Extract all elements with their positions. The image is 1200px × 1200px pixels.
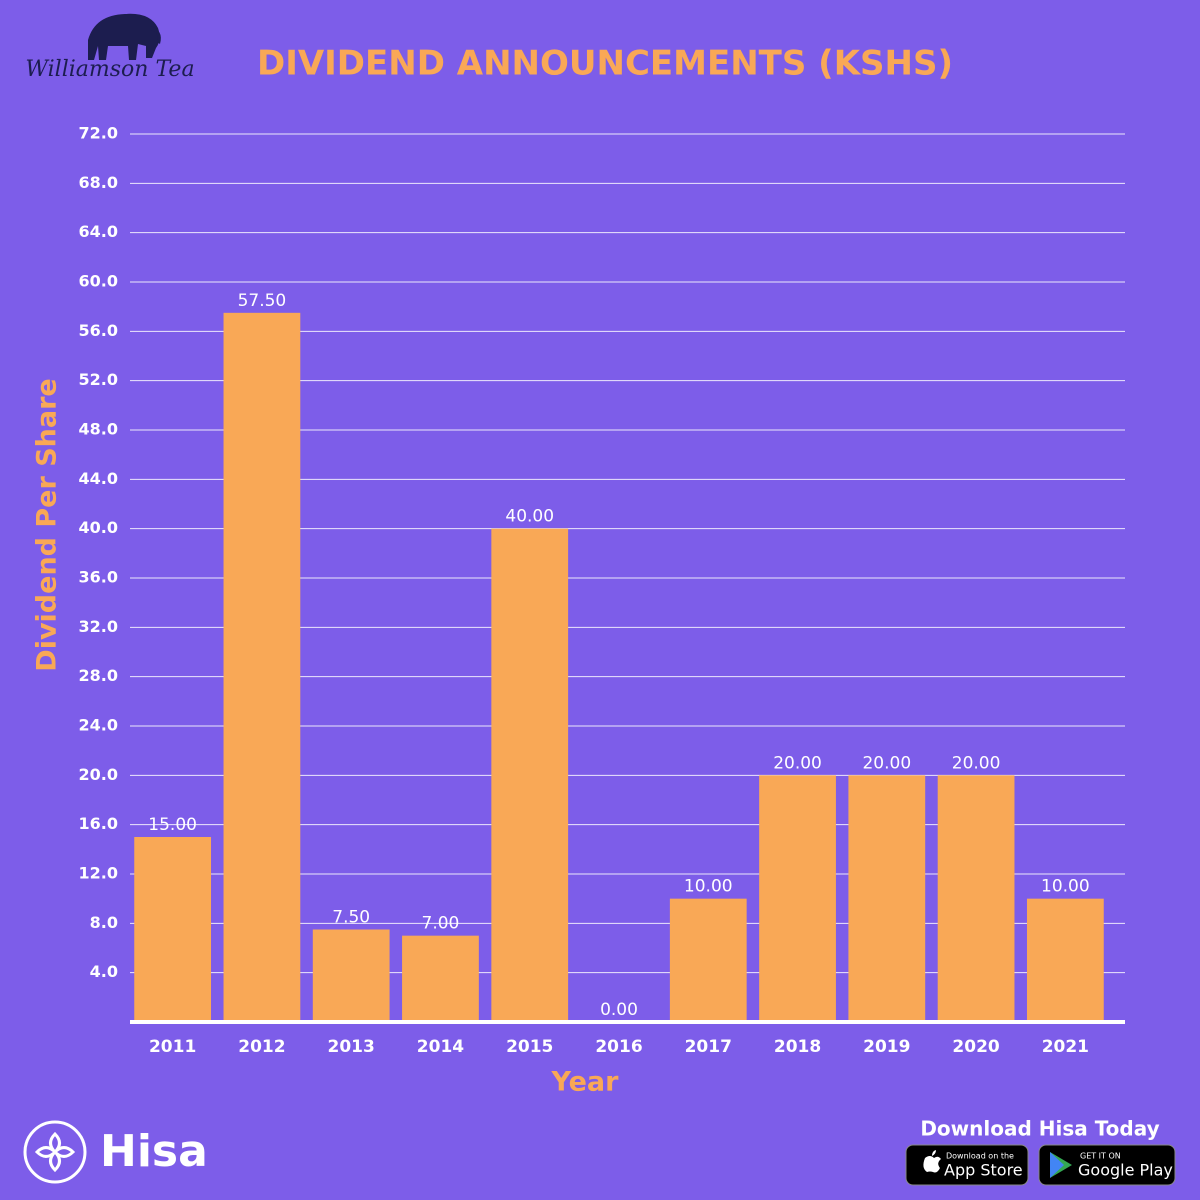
bar — [312, 929, 390, 1022]
x-tick-label: 2012 — [238, 1037, 285, 1057]
value-label: 10.00 — [1041, 877, 1090, 897]
value-label: 40.00 — [505, 507, 554, 527]
bar — [223, 312, 301, 1022]
y-tick-label: 68.0 — [79, 173, 118, 192]
value-label: 15.00 — [148, 815, 197, 835]
y-tick-label: 16.0 — [79, 814, 118, 833]
y-tick-label: 24.0 — [79, 716, 118, 735]
y-tick-label: 40.0 — [79, 518, 118, 537]
x-tick-label: 2021 — [1042, 1037, 1089, 1057]
apple-icon — [923, 1150, 941, 1173]
google-small: GET IT ON — [1080, 1152, 1121, 1161]
brand-logo — [23, 1120, 87, 1184]
y-tick-label: 48.0 — [79, 420, 118, 439]
app-store-small: Download on the — [946, 1152, 1014, 1161]
x-tick-label: 2018 — [774, 1037, 821, 1057]
plot-area: 4.0 8.0 12.0 16.0 20.0 24.0 28.0 32.0 36.0 40.0 44… — [79, 124, 1125, 1057]
y-tick-label: 64.0 — [79, 222, 118, 241]
x-tick-label: 2016 — [595, 1037, 642, 1057]
y-tick-label: 56.0 — [79, 321, 118, 340]
y-tick-label: 20.0 — [79, 765, 118, 784]
y-tick-label: 60.0 — [79, 272, 118, 291]
x-tick-label: 2019 — [863, 1037, 910, 1057]
bar — [848, 775, 926, 1022]
value-label: 20.00 — [952, 753, 1001, 773]
value-label: 57.50 — [238, 291, 287, 311]
bar — [759, 775, 836, 1022]
x-tick-label: 2014 — [417, 1037, 464, 1057]
company-logo — [88, 13, 161, 60]
brand-name: Hisa — [100, 1126, 208, 1177]
value-label: 7.50 — [332, 908, 370, 928]
y-axis-label: Dividend Per Share — [32, 378, 63, 671]
value-label: 7.00 — [422, 914, 460, 934]
x-axis-label: Year — [551, 1067, 620, 1098]
y-tick-label: 28.0 — [79, 666, 118, 685]
x-tick-label: 2020 — [952, 1037, 999, 1057]
y-tick-label: 36.0 — [79, 568, 118, 587]
download-text: Download Hisa Today — [920, 1117, 1159, 1141]
play-icon-part — [1050, 1152, 1064, 1178]
bar — [134, 837, 212, 1022]
y-tick-label: 52.0 — [79, 370, 118, 389]
y-tick-label: 8.0 — [90, 913, 118, 932]
value-label: 0.00 — [600, 1000, 638, 1020]
x-tick-label: 2011 — [149, 1037, 196, 1057]
google-play-button[interactable] — [1038, 1144, 1176, 1186]
company-name: Williamson Tea — [25, 57, 194, 82]
chart-title: DIVIDEND ANNOUNCEMENTS (KSHS) — [257, 44, 953, 84]
bar — [669, 898, 747, 1022]
y-tick-label: 12.0 — [79, 864, 118, 883]
app-store-button[interactable] — [905, 1144, 1029, 1186]
google-text: Google Play — [1078, 1161, 1173, 1180]
x-tick-label: 2013 — [328, 1037, 375, 1057]
bar — [937, 775, 1015, 1022]
y-tick-label: 44.0 — [79, 469, 118, 488]
value-label: 10.00 — [684, 877, 733, 897]
value-label: 20.00 — [773, 753, 822, 773]
y-tick-label: 32.0 — [79, 617, 118, 636]
x-tick-label: 2017 — [685, 1037, 732, 1057]
bar — [1026, 898, 1104, 1022]
bar — [491, 528, 569, 1022]
app-store-text: App Store — [944, 1161, 1023, 1180]
bar — [402, 935, 479, 1022]
y-tick-label: 72.0 — [79, 124, 118, 143]
value-label: 20.00 — [862, 753, 911, 773]
y-tick-label: 4.0 — [90, 962, 118, 981]
x-tick-label: 2015 — [506, 1037, 553, 1057]
